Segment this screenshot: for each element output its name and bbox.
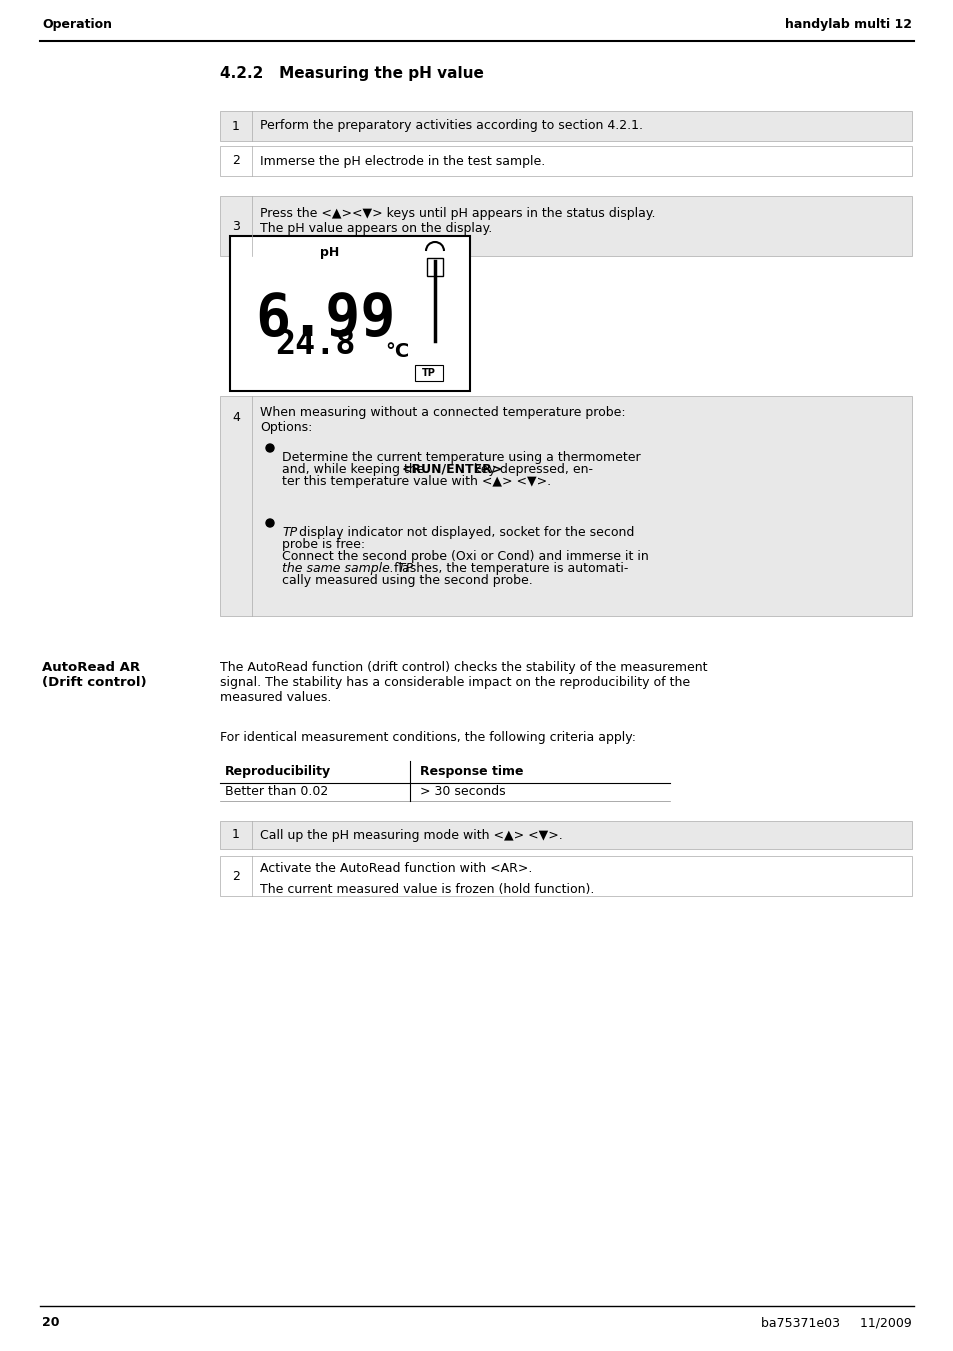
Text: 4.2.2   Measuring the pH value: 4.2.2 Measuring the pH value [220,66,483,81]
FancyBboxPatch shape [220,761,669,784]
FancyBboxPatch shape [427,258,442,276]
Text: 20: 20 [42,1316,59,1329]
Text: <RUN/ENTER>: <RUN/ENTER> [401,463,502,476]
Text: > 30 seconds: > 30 seconds [419,785,505,798]
Text: Reproducibility: Reproducibility [225,765,331,778]
Text: TP: TP [282,526,296,539]
Text: Response time: Response time [419,765,523,778]
Text: ba75371e03     11/2009: ba75371e03 11/2009 [760,1316,911,1329]
Text: pH: pH [320,246,339,259]
FancyBboxPatch shape [230,236,470,390]
Text: flashes, the temperature is automati-: flashes, the temperature is automati- [390,562,628,576]
Text: 6.99: 6.99 [254,290,395,349]
Text: Call up the pH measuring mode with <▲> <▼>.: Call up the pH measuring mode with <▲> <… [260,828,562,842]
Text: 1: 1 [232,828,240,842]
Text: The AutoRead function (drift control) checks the stability of the measurement
si: The AutoRead function (drift control) ch… [220,661,707,704]
Text: cally measured using the second probe.: cally measured using the second probe. [282,574,532,586]
Text: 24.8: 24.8 [274,328,355,361]
Text: ter this temperature value with <▲> <▼>.: ter this temperature value with <▲> <▼>. [282,476,551,488]
Text: When measuring without a connected temperature probe:
Options:: When measuring without a connected tempe… [260,407,625,434]
Text: display indicator not displayed, socket for the second: display indicator not displayed, socket … [294,526,634,539]
Text: Press the <▲><▼> keys until pH appears in the status display.
The pH value appea: Press the <▲><▼> keys until pH appears i… [260,207,655,235]
Circle shape [266,519,274,527]
Text: the same sample. TP: the same sample. TP [282,562,413,576]
Text: and, while keeping the: and, while keeping the [282,463,428,476]
Text: For identical measurement conditions, the following criteria apply:: For identical measurement conditions, th… [220,731,636,744]
Text: 4: 4 [232,411,240,424]
Text: 2: 2 [232,870,240,882]
FancyBboxPatch shape [220,146,911,176]
FancyBboxPatch shape [415,365,442,381]
FancyBboxPatch shape [220,857,911,896]
Text: Connect the second probe (Oxi or Cond) and immerse it in: Connect the second probe (Oxi or Cond) a… [282,550,648,563]
Text: 2: 2 [232,154,240,168]
Text: AutoRead AR
(Drift control): AutoRead AR (Drift control) [42,661,147,689]
Text: probe is free:: probe is free: [282,538,365,551]
Text: °C: °C [385,342,409,361]
Text: The current measured value is frozen (hold function).: The current measured value is frozen (ho… [260,884,594,897]
Text: 1: 1 [232,119,240,132]
Text: Perform the preparatory activities according to section 4.2.1.: Perform the preparatory activities accor… [260,119,642,132]
Text: Immerse the pH electrode in the test sample.: Immerse the pH electrode in the test sam… [260,154,545,168]
Text: Determine the current temperature using a thermometer: Determine the current temperature using … [282,451,640,463]
FancyBboxPatch shape [220,196,911,255]
Text: handylab multi 12: handylab multi 12 [784,18,911,31]
FancyBboxPatch shape [220,396,911,616]
Text: Operation: Operation [42,18,112,31]
Text: 3: 3 [232,219,240,232]
Circle shape [266,444,274,453]
FancyBboxPatch shape [220,821,911,848]
Text: Better than 0.02: Better than 0.02 [225,785,328,798]
FancyBboxPatch shape [220,111,911,141]
Text: Activate the AutoRead function with <AR>.: Activate the AutoRead function with <AR>… [260,862,532,874]
Text: key depressed, en-: key depressed, en- [469,463,592,476]
Text: TP: TP [421,367,436,378]
